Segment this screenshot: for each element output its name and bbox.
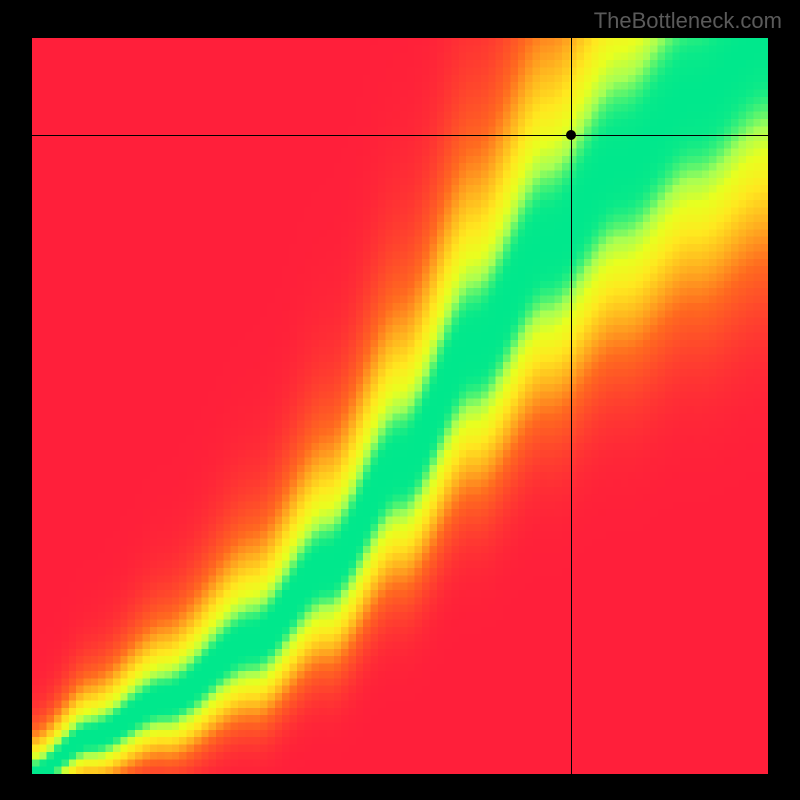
crosshair-marker: [566, 130, 576, 140]
crosshair-vertical: [571, 38, 572, 774]
heatmap-plot: [32, 38, 768, 774]
crosshair-horizontal: [32, 135, 768, 136]
watermark-text: TheBottleneck.com: [594, 8, 782, 34]
heatmap-canvas: [32, 38, 768, 774]
